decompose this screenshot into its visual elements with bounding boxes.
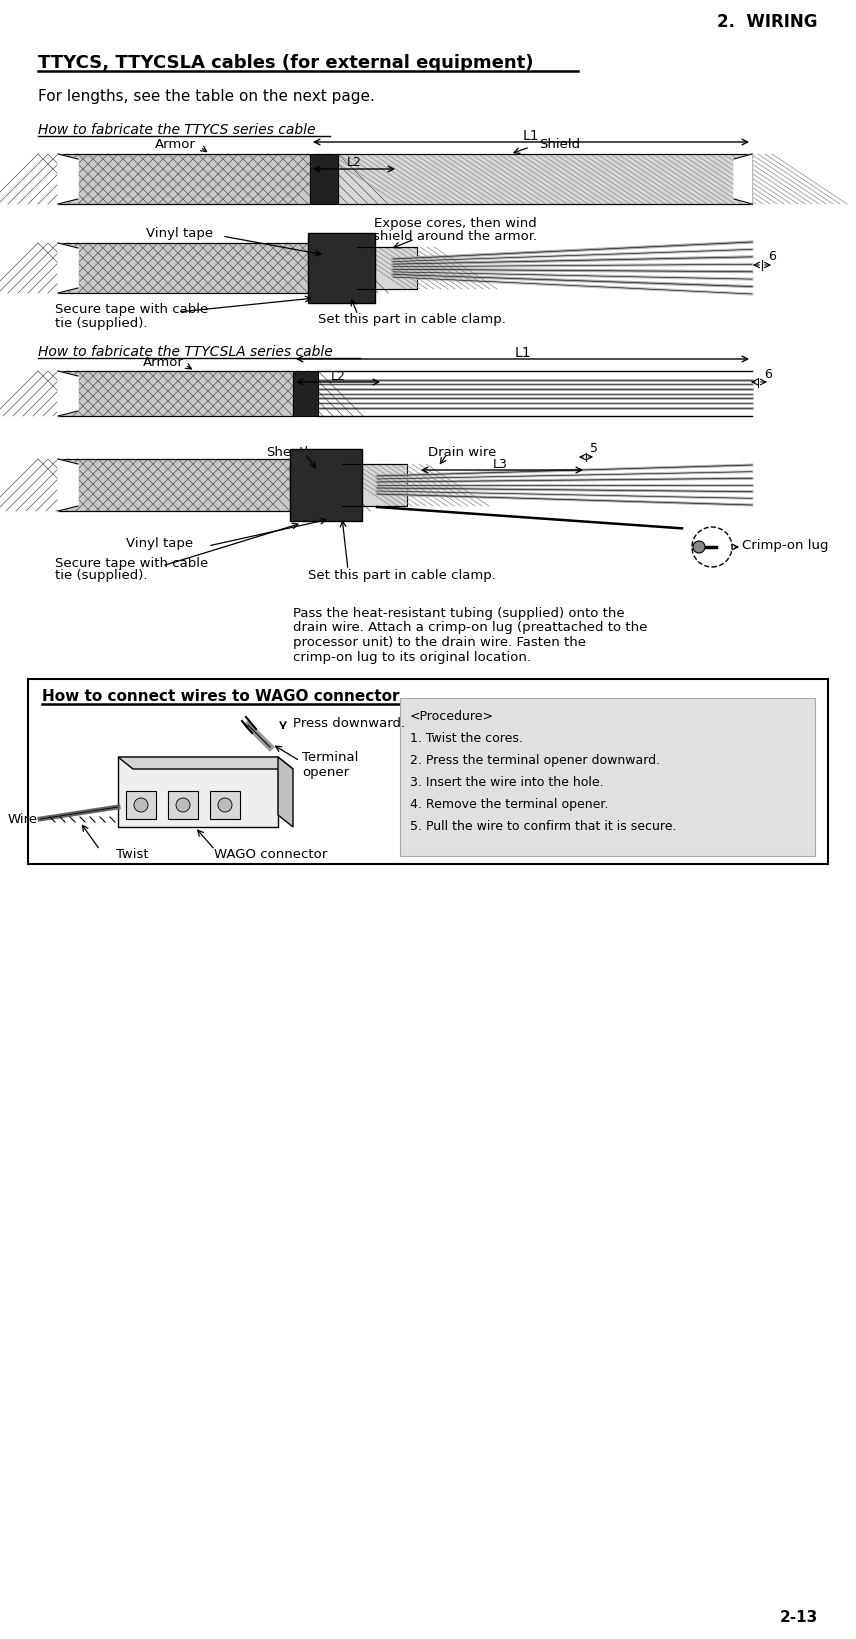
Text: Armor: Armor (143, 356, 183, 369)
Text: 1. Twist the cores.: 1. Twist the cores. (410, 733, 523, 746)
Bar (58, 372, 293, 416)
Text: Drain wire: Drain wire (428, 446, 496, 459)
Text: 5. Pull the wire to confirm that it is secure.: 5. Pull the wire to confirm that it is s… (410, 820, 676, 833)
Polygon shape (58, 459, 78, 511)
Polygon shape (58, 372, 78, 416)
Text: Sheath: Sheath (266, 446, 313, 459)
Text: tie (supplied).: tie (supplied). (55, 316, 147, 329)
Text: Secure tape with cable: Secure tape with cable (55, 556, 208, 569)
Text: 5: 5 (590, 443, 598, 456)
Text: How to connect wires to WAGO connector: How to connect wires to WAGO connector (42, 688, 400, 705)
Text: How to fabricate the TTYCSLA series cable: How to fabricate the TTYCSLA series cabl… (38, 344, 333, 359)
Bar (342, 465, 407, 506)
Text: Crimp-on lug: Crimp-on lug (742, 538, 829, 551)
Text: L1: L1 (523, 129, 539, 143)
Bar (118, 757, 278, 828)
Bar (28, 680, 828, 864)
Text: WAGO connector: WAGO connector (214, 847, 327, 860)
Text: 6: 6 (768, 249, 776, 262)
Bar (293, 372, 318, 416)
Text: Secure tape with cable: Secure tape with cable (55, 303, 208, 316)
Text: Press downward.: Press downward. (293, 718, 405, 729)
Text: L1: L1 (514, 346, 531, 361)
Text: Pass the heat-resistant tubing (supplied) onto the: Pass the heat-resistant tubing (supplied… (293, 606, 625, 620)
Text: Expose cores, then wind: Expose cores, then wind (373, 218, 537, 231)
Text: 2-13: 2-13 (780, 1609, 818, 1624)
Bar (168, 792, 198, 820)
Polygon shape (734, 156, 752, 205)
Bar (126, 792, 156, 820)
Circle shape (218, 798, 232, 813)
Text: Terminal: Terminal (302, 751, 359, 764)
Text: For lengths, see the table on the next page.: For lengths, see the table on the next p… (38, 90, 375, 105)
Polygon shape (58, 244, 78, 293)
Circle shape (693, 541, 705, 554)
Text: L2: L2 (347, 156, 361, 169)
Circle shape (176, 798, 190, 813)
Text: drain wire. Attach a crimp-on lug (preattached to the: drain wire. Attach a crimp-on lug (preat… (293, 621, 647, 634)
Text: L2: L2 (330, 369, 346, 382)
Text: 4. Remove the terminal opener.: 4. Remove the terminal opener. (410, 798, 609, 811)
Bar (308, 234, 375, 303)
Bar (357, 247, 417, 290)
Text: tie (supplied).: tie (supplied). (55, 569, 147, 582)
Text: 3. Insert the wire into the hole.: 3. Insert the wire into the hole. (410, 775, 603, 788)
Circle shape (692, 528, 732, 567)
Text: Set this part in cable clamp.: Set this part in cable clamp. (318, 313, 506, 326)
Text: 2.  WIRING: 2. WIRING (717, 13, 818, 31)
Text: 6: 6 (764, 367, 772, 380)
Bar (290, 449, 362, 521)
Text: Vinyl tape: Vinyl tape (146, 228, 213, 241)
Text: Wire: Wire (8, 813, 38, 826)
Bar (58, 459, 290, 511)
Text: Shield: Shield (539, 138, 580, 151)
Polygon shape (118, 757, 293, 770)
Text: <Procedure>: <Procedure> (410, 710, 494, 723)
Text: TTYCS, TTYCSLA cables (for external equipment): TTYCS, TTYCSLA cables (for external equi… (38, 54, 533, 72)
Bar (58, 156, 310, 205)
Text: Twist: Twist (116, 847, 148, 860)
Text: How to fabricate the TTYCS series cable: How to fabricate the TTYCS series cable (38, 123, 316, 138)
Text: opener: opener (302, 765, 349, 779)
Text: Set this part in cable clamp.: Set this part in cable clamp. (308, 569, 496, 582)
Text: crimp-on lug to its original location.: crimp-on lug to its original location. (293, 651, 531, 664)
Bar (400, 698, 815, 857)
Text: processor unit) to the drain wire. Fasten the: processor unit) to the drain wire. Faste… (293, 636, 586, 649)
Polygon shape (278, 757, 293, 828)
Text: shield around the armor.: shield around the armor. (373, 231, 537, 243)
Bar (310, 156, 338, 205)
Text: Vinyl tape: Vinyl tape (127, 536, 193, 549)
Bar (58, 244, 308, 293)
Text: Armor: Armor (155, 138, 195, 151)
Circle shape (134, 798, 148, 813)
Bar (210, 792, 240, 820)
Bar (338, 156, 752, 205)
Polygon shape (58, 156, 78, 205)
Text: L3: L3 (492, 457, 508, 470)
Text: 2. Press the terminal opener downward.: 2. Press the terminal opener downward. (410, 754, 660, 767)
